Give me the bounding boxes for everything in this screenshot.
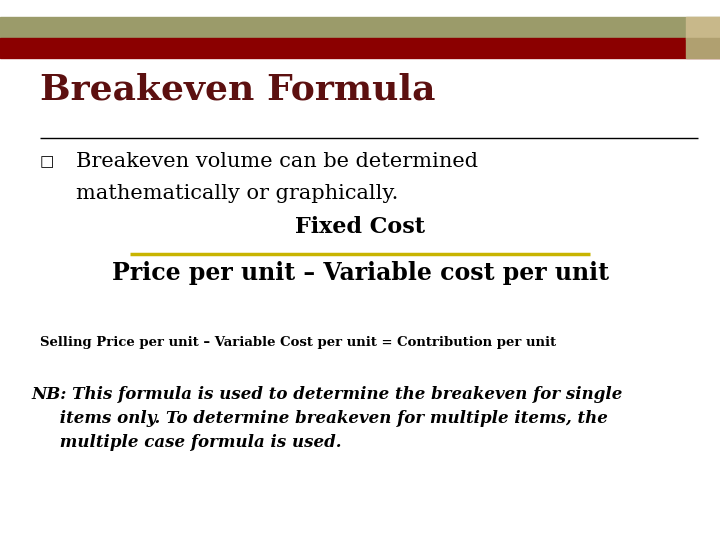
Text: NB: This formula is used to determine the breakeven for single
     items only. : NB: This formula is used to determine th… (31, 386, 622, 451)
Text: Selling Price per unit – Variable Cost per unit = Contribution per unit: Selling Price per unit – Variable Cost p… (40, 336, 556, 349)
Text: Breakeven Formula: Breakeven Formula (40, 73, 435, 107)
Text: Fixed Cost: Fixed Cost (295, 215, 425, 238)
Text: Breakeven volume can be determined: Breakeven volume can be determined (76, 152, 477, 171)
Text: □: □ (40, 154, 54, 169)
Text: mathematically or graphically.: mathematically or graphically. (76, 184, 398, 202)
Text: Price per unit – Variable cost per unit: Price per unit – Variable cost per unit (112, 261, 608, 285)
